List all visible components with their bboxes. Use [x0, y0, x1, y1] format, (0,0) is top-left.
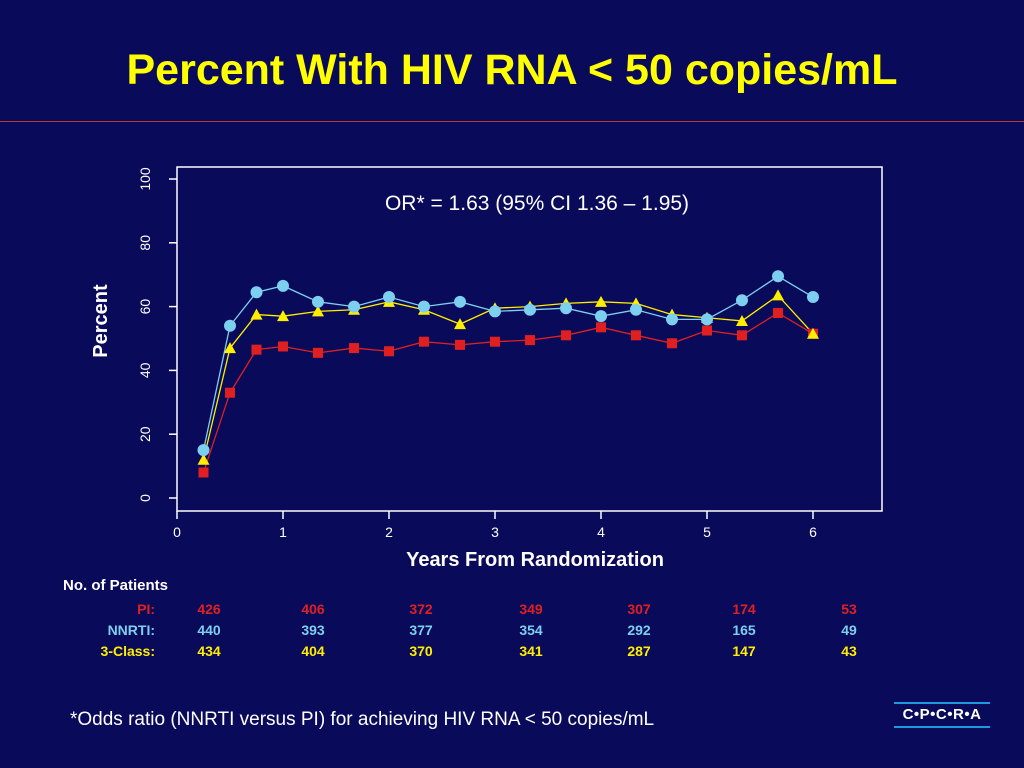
data-point-pi	[524, 335, 535, 346]
data-point-pi	[630, 330, 641, 341]
data-point-pi	[384, 346, 394, 357]
plot-frame	[176, 166, 883, 512]
y-tick-label: 100	[137, 167, 153, 191]
y-tick-label: 40	[137, 362, 153, 378]
data-point-3-class	[807, 327, 819, 339]
data-point-3-class	[735, 314, 748, 326]
data-point-nnrti	[523, 303, 536, 316]
slide-title: Percent With HIV RNA < 50 copies/mL	[126, 46, 898, 94]
data-point-nnrti	[735, 294, 748, 307]
data-point-nnrti	[666, 313, 679, 326]
patients-label-3-class: 3-Class:	[101, 643, 155, 659]
data-point-pi	[198, 467, 209, 478]
patients-count-nnrti: 377	[409, 622, 433, 638]
data-point-nnrti	[348, 300, 361, 313]
data-point-3-class	[250, 308, 263, 320]
data-point-pi	[561, 330, 572, 341]
data-point-nnrti	[772, 270, 785, 283]
patients-count-nnrti: 393	[301, 622, 325, 638]
data-point-nnrti	[560, 302, 573, 315]
data-point-3-class	[595, 295, 607, 307]
patients-count-3-class: 341	[519, 643, 543, 659]
data-point-3-class	[311, 305, 324, 317]
chart: 0 20 40 60 80 100 0 1 2 3 4 5 6 Percent Years From Ran…	[63, 166, 883, 659]
data-point-pi	[667, 338, 678, 349]
patients-count-3-class: 147	[732, 643, 756, 659]
data-point-pi	[773, 307, 784, 318]
y-tick-label: 60	[137, 299, 153, 315]
x-tick-label: 6	[809, 524, 817, 540]
patients-count-pi: 307	[627, 601, 651, 617]
data-point-pi	[349, 343, 360, 354]
patients-count-nnrti: 49	[841, 622, 857, 638]
y-tick-label: 80	[137, 235, 153, 251]
data-point-nnrti	[250, 286, 263, 299]
y-axis-label: Percent	[90, 284, 112, 358]
data-point-3-class	[224, 342, 236, 354]
data-point-nnrti	[197, 444, 210, 457]
data-point-pi	[225, 387, 235, 398]
y-tick-label: 0	[137, 494, 153, 502]
patients-label-nnrti: NNRTI:	[108, 622, 155, 638]
data-point-pi	[736, 330, 747, 341]
y-tick-label: 20	[137, 426, 153, 442]
patients-count-pi: 372	[409, 601, 433, 617]
x-tick-label: 5	[703, 524, 711, 540]
x-tick-label: 0	[173, 524, 181, 540]
series-line-nnrti	[202, 275, 814, 451]
data-point-nnrti	[417, 300, 430, 313]
data-point-pi	[251, 344, 262, 355]
data-point-3-class	[197, 453, 210, 465]
series-line-3-class	[202, 294, 814, 460]
data-point-nnrti	[224, 319, 236, 332]
patients-count-nnrti: 440	[197, 622, 221, 638]
patients-label-pi: PI:	[137, 601, 155, 617]
x-axis-label: Years From Randomization	[406, 549, 664, 571]
data-point-pi	[455, 339, 466, 350]
data-point-3-class	[772, 289, 785, 301]
patients-count-pi: 174	[732, 601, 756, 617]
patients-count-pi: 406	[301, 601, 325, 617]
data-point-nnrti	[701, 313, 713, 326]
data-point-pi	[312, 347, 323, 358]
patients-count-3-class: 43	[841, 643, 857, 659]
title-divider	[0, 121, 1024, 122]
patients-count-pi: 349	[519, 601, 543, 617]
data-point-pi	[702, 325, 712, 336]
data-point-3-class	[277, 310, 289, 322]
data-point-nnrti	[383, 291, 395, 304]
patients-count-nnrti: 354	[519, 622, 543, 638]
data-point-pi	[278, 341, 288, 352]
data-point-nnrti	[807, 291, 819, 304]
x-tick-label: 2	[385, 524, 393, 540]
data-point-nnrti	[277, 279, 289, 292]
data-point-3-class	[454, 318, 467, 330]
patients-count-3-class: 370	[409, 643, 433, 659]
data-point-nnrti	[629, 303, 642, 316]
patients-count-pi: 53	[841, 601, 857, 617]
data-point-pi	[418, 336, 429, 347]
x-tick-label: 3	[491, 524, 499, 540]
series-line-pi	[202, 312, 814, 473]
odds-ratio-annotation: OR* = 1.63 (95% CI 1.36 – 1.95)	[385, 192, 689, 215]
data-point-pi	[490, 336, 500, 347]
patients-count-nnrti: 165	[732, 622, 756, 638]
patients-heading: No. of Patients	[63, 577, 168, 594]
data-point-nnrti	[454, 295, 467, 308]
data-point-nnrti	[595, 310, 607, 323]
cpcra-logo: C•P•C•R•A	[894, 702, 990, 728]
patients-count-3-class: 287	[627, 643, 651, 659]
patients-count-3-class: 404	[301, 643, 325, 659]
data-point-nnrti	[489, 305, 501, 318]
patients-count-pi: 426	[197, 601, 221, 617]
patients-count-3-class: 434	[197, 643, 221, 659]
x-tick-label: 4	[597, 524, 605, 540]
footnote: *Odds ratio (NNRTI versus PI) for achiev…	[70, 709, 655, 730]
data-point-nnrti	[311, 295, 324, 308]
patients-count-nnrti: 292	[627, 622, 651, 638]
data-point-pi	[596, 322, 606, 333]
x-tick-label: 1	[279, 524, 287, 540]
